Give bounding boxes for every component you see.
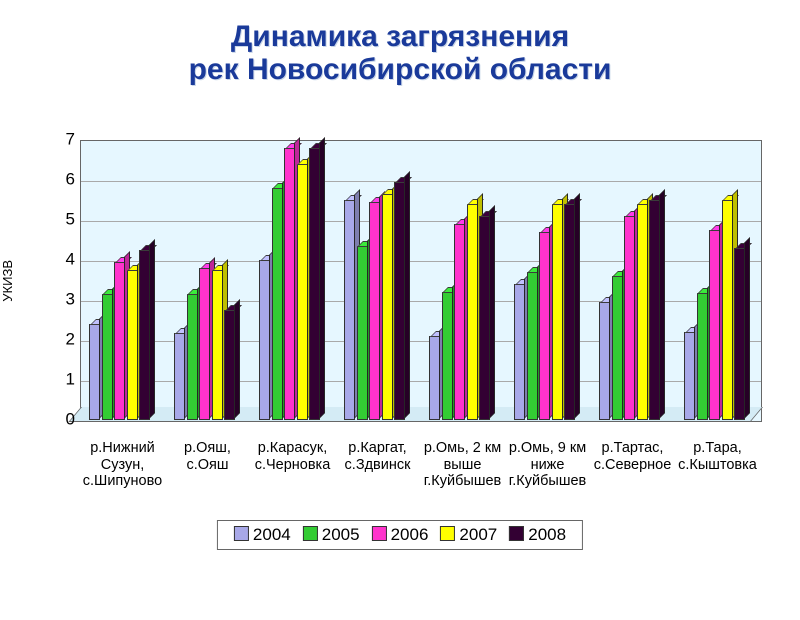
y-tick-label: 1 [50, 369, 75, 389]
bar [599, 302, 610, 420]
x-tick-label: р.Тара,с.Кыштовка [673, 440, 762, 473]
bar [272, 188, 283, 420]
bar [649, 200, 660, 420]
legend-label: 2006 [391, 525, 429, 544]
bar [514, 284, 525, 420]
y-tick-label: 4 [50, 249, 75, 269]
bar [734, 248, 745, 420]
y-tick-label: 7 [50, 129, 75, 149]
bar-group [420, 140, 505, 420]
bar [709, 230, 720, 420]
title-line-2: рек Новосибирской области [189, 53, 612, 86]
legend-label: 2007 [459, 525, 497, 544]
bar [394, 182, 405, 420]
bar [539, 232, 550, 420]
bar [369, 202, 380, 420]
bar [382, 194, 393, 420]
bar [199, 268, 210, 420]
x-tick-label: р.Омь, 9 кмнижег.Куйбышев [503, 440, 592, 490]
legend-item: 2007 [440, 525, 497, 545]
bar-group [675, 140, 760, 420]
legend: 2004 2005 2006 2007 2008 [217, 520, 583, 550]
bar [527, 272, 538, 420]
bar-group [505, 140, 590, 420]
legend-swatch [234, 526, 249, 541]
legend-swatch [509, 526, 524, 541]
x-tick-label: р.НижнийСузун,с.Шипуново [78, 440, 167, 490]
bar [429, 336, 440, 420]
bar [127, 270, 138, 420]
y-tick-label: 0 [50, 409, 75, 429]
bar-group [335, 140, 420, 420]
bar [552, 204, 563, 420]
y-tick-label: 2 [50, 329, 75, 349]
bar [564, 204, 575, 420]
bar [454, 224, 465, 420]
bar-group [165, 140, 250, 420]
legend-item: 2005 [303, 525, 360, 545]
legend-item: 2006 [372, 525, 429, 545]
legend-swatch [440, 526, 455, 541]
y-tick-label: 6 [50, 169, 75, 189]
bar [612, 276, 623, 420]
bar [224, 310, 235, 420]
bar [297, 164, 308, 420]
bar [139, 250, 150, 420]
bar [259, 260, 270, 420]
title-line-1: Динамика загрязнения [231, 20, 569, 53]
legend-label: 2005 [322, 525, 360, 544]
bar-groups [80, 140, 760, 420]
bar-group [80, 140, 165, 420]
bar [174, 333, 185, 420]
x-tick-label: р.Омь, 2 кмвышег.Куйбышев [418, 440, 507, 490]
y-tick-label: 3 [50, 289, 75, 309]
bar [309, 148, 320, 420]
x-tick-label: р.Ояш, с.Ояш [163, 440, 252, 473]
x-tick-label: р.Каргат,с.Здвинск [333, 440, 422, 473]
bar [637, 204, 648, 420]
bar [624, 216, 635, 420]
bar [357, 246, 368, 420]
bar [284, 148, 295, 420]
x-tick-label: р.Карасук,с.Черновка [248, 440, 337, 473]
y-axis-title: УКИЗВ [0, 260, 15, 302]
chart-title: Динамика загрязнения рек Новосибирской о… [0, 20, 800, 86]
bar [187, 294, 198, 420]
bar [467, 204, 478, 420]
bar [89, 324, 100, 420]
bar [212, 270, 223, 420]
legend-label: 2008 [528, 525, 566, 544]
bar [697, 293, 708, 420]
bar [344, 200, 355, 420]
bar-group [590, 140, 675, 420]
bar [114, 262, 125, 420]
bar [102, 294, 113, 420]
y-tick-label: 5 [50, 209, 75, 229]
bar-group [250, 140, 335, 420]
legend-swatch [372, 526, 387, 541]
bar [442, 292, 453, 420]
bar [479, 216, 490, 420]
x-tick-label: р.Тартас,с.Северное [588, 440, 677, 473]
bar [722, 200, 733, 420]
legend-swatch [303, 526, 318, 541]
legend-label: 2004 [253, 525, 291, 544]
bar [684, 332, 695, 420]
legend-item: 2004 [234, 525, 291, 545]
legend-item: 2008 [509, 525, 566, 545]
